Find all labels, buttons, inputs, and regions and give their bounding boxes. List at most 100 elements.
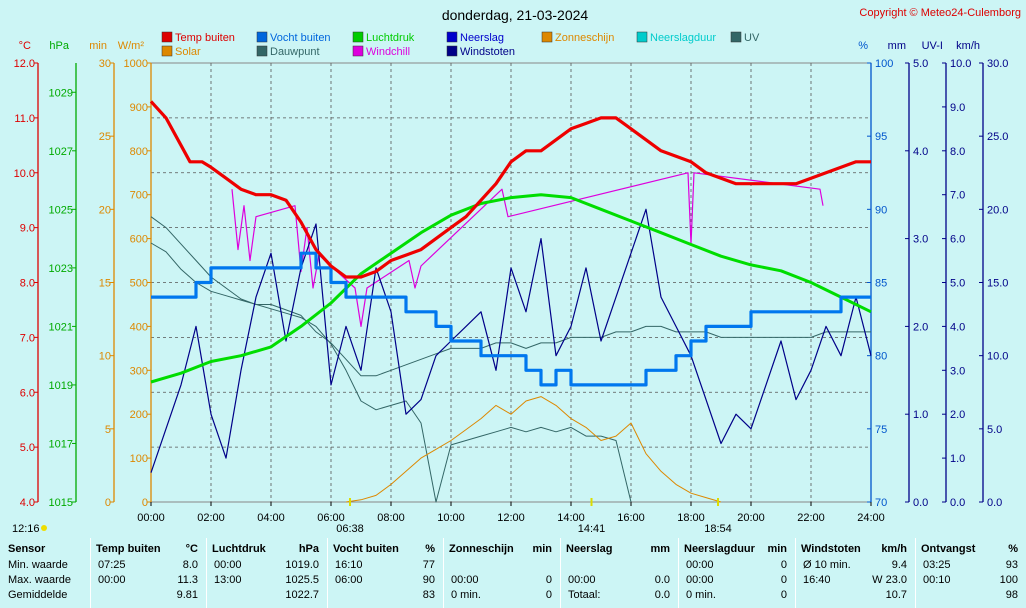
stats-separator — [678, 538, 679, 608]
stats-header: Sensor — [8, 543, 46, 555]
stats-unit: min — [767, 543, 787, 555]
axis-tick-label: 600 — [130, 234, 148, 246]
stats-cell-value: W 23.0 — [872, 574, 907, 586]
weather-chart: donderdag, 21-03-2024 Copyright © Meteo2… — [12, 7, 1021, 535]
legend-swatch — [256, 45, 268, 57]
axis-tick-label: 2.0 — [950, 409, 965, 421]
axis-tick-label: 1019 — [49, 380, 73, 392]
axis-tick-label: 9.0 — [950, 102, 965, 114]
chart-legend: Temp buiten Vocht buiten Luchtdruk Neerslag… — [161, 31, 760, 58]
stats-cell-value: 8.0 — [182, 559, 198, 571]
legend-label: UV — [744, 32, 760, 44]
stats-column-temp-buiten: Temp buiten °C 07:25 8.0 00:00 11.3 9.81 — [90, 538, 206, 608]
stats-cell-value: 0 — [545, 574, 552, 586]
axis-tick-label: 4.0 — [20, 497, 35, 509]
x-tick-label: 16:00 — [617, 512, 645, 524]
axis-tick-label: 8.0 — [950, 146, 965, 158]
axis-tick-label: 25.0 — [987, 131, 1008, 143]
axis-tick-label: 1017 — [49, 438, 73, 450]
moon-time-label: 12:16 — [12, 523, 40, 535]
legend-swatch — [256, 31, 268, 43]
axis-tick-label: 200 — [130, 409, 148, 421]
axis-tick-label: 7.0 — [950, 190, 965, 202]
axis-tick-label: 1021 — [49, 321, 73, 333]
axis-unit-label: W/m² — [118, 40, 145, 52]
legend-swatch — [446, 31, 458, 43]
series-line-dauwpunt — [150, 216, 871, 377]
stats-separator — [915, 538, 916, 608]
x-tick-label: 24:00 — [857, 512, 885, 524]
axis-tick-label: 9.0 — [20, 223, 35, 235]
stats-column-neerslagduur: Neerslagduur min 00:00 0 00:00 0 0 min. 0 — [678, 538, 795, 608]
stats-cell-label: Min. waarde — [8, 559, 68, 571]
legend-swatch — [636, 31, 648, 43]
sunrise-marker-label: 06:38 — [336, 523, 364, 535]
stats-header: Luchtdruk — [212, 543, 266, 555]
x-tick-label: 10:00 — [437, 512, 465, 524]
stats-cell-label: Totaal: — [568, 589, 601, 601]
axis-tick-label: 1000 — [124, 58, 148, 70]
stats-unit: min — [532, 543, 552, 555]
axis-tick-label: 85 — [875, 278, 887, 290]
stats-unit: °C — [185, 543, 198, 555]
axis-unit-label: km/h — [956, 40, 980, 52]
legend-label: Zonneschijn — [555, 32, 614, 44]
axis-tick-label: 400 — [130, 321, 148, 333]
chart-title: donderdag, 21-03-2024 — [442, 7, 589, 23]
axis-tick-label: 5 — [105, 424, 111, 436]
axis-tick-label: 25 — [99, 131, 111, 143]
axis-tick-label: 15.0 — [987, 278, 1008, 290]
axis-tick-label: 300 — [130, 365, 148, 377]
axis-tick-label: 3.0 — [913, 234, 928, 246]
legend-swatch — [730, 31, 742, 43]
legend-label: Luchtdruk — [366, 32, 415, 44]
axis-tick-label: 100 — [875, 58, 893, 70]
stats-header: Zonneschijn — [449, 543, 514, 555]
copyright-text: Copyright © Meteo24-Culemborg — [859, 7, 1021, 19]
stats-cell-label: 06:00 — [335, 574, 363, 586]
stats-cell-value: 9.4 — [891, 559, 907, 571]
axis-tick-label: 20 — [99, 204, 111, 216]
stats-unit: hPa — [298, 543, 319, 555]
stats-cell-value: 98 — [1005, 589, 1018, 601]
stats-separator — [206, 538, 207, 608]
stats-cell-label: Gemiddelde — [8, 589, 68, 601]
axis-tick-label: 700 — [130, 190, 148, 202]
stats-header: Neerslag — [566, 543, 613, 555]
stats-cell-value: 93 — [1005, 559, 1018, 571]
axis-tick-label: 100 — [130, 453, 148, 465]
stats-separator — [443, 538, 444, 608]
x-tick-label: 00:00 — [137, 512, 165, 524]
axis-tick-label: 500 — [130, 278, 148, 290]
series-line-windchill — [231, 172, 824, 327]
stats-cell-value: 11.3 — [177, 574, 198, 586]
axis-tick-label: 30 — [99, 58, 111, 70]
axis-tick-label: 5.0 — [20, 442, 35, 454]
axis-tick-label: 1025 — [49, 204, 73, 216]
stats-cell-label: 0 min. — [451, 589, 481, 601]
stats-cell-value: 0 — [780, 574, 787, 586]
series-line-windstoten — [150, 208, 872, 473]
series-line-temp-buiten — [149, 100, 871, 279]
axis-tick-label: 1.0 — [913, 409, 928, 421]
stats-cell-value: 0.0 — [654, 589, 670, 601]
axis-tick-label: 0.0 — [950, 497, 965, 509]
axis-tick-label: 1.0 — [950, 453, 965, 465]
stats-separator — [560, 538, 561, 608]
sunset-marker-label: 18:54 — [704, 523, 732, 535]
stats-column-sensor: Sensor Min. waarde Max. waarde Gemiddelde — [0, 538, 90, 608]
stats-cell-label: 13:00 — [214, 574, 242, 586]
legend-label: Vocht buiten — [270, 32, 331, 44]
stats-unit: % — [1008, 543, 1018, 555]
stats-cell-value: 0 — [780, 589, 787, 601]
stats-column-neerslag: Neerslag mm 00:00 0.0 Totaal: 0.0 — [560, 538, 678, 608]
axis-tick-label: 15 — [99, 278, 111, 290]
stats-cell-value: 9.81 — [176, 589, 198, 601]
stats-separator — [795, 538, 796, 608]
stats-cell-value: 90 — [422, 574, 435, 586]
stats-cell-label: 03:25 — [923, 559, 951, 571]
axis-tick-label: 5.0 — [950, 278, 965, 290]
moon-icon — [41, 525, 47, 531]
stats-column-windstoten: Windstoten km/h Ø 10 min. 9.4 16:40 W 23.0 10.… — [795, 538, 915, 608]
legend-swatch — [352, 45, 364, 57]
